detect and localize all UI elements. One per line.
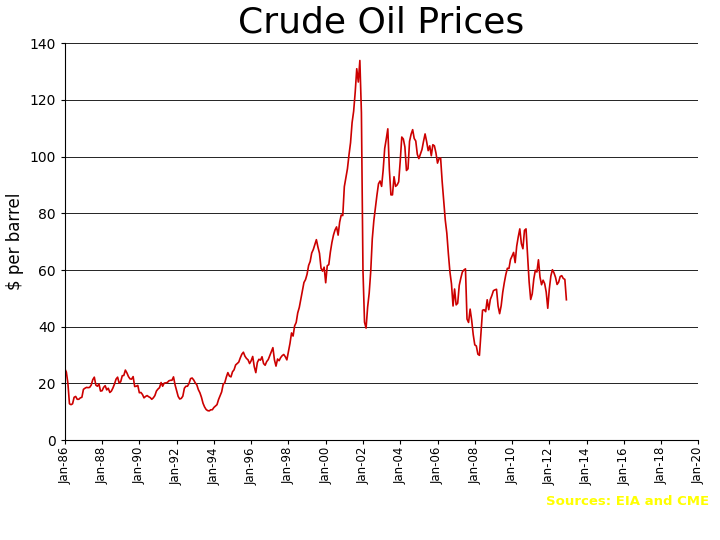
Text: Ag Decision Maker: Ag Decision Maker: [533, 523, 709, 539]
Title: Crude Oil Prices: Crude Oil Prices: [238, 5, 525, 39]
Y-axis label: $ per barrel: $ per barrel: [6, 193, 24, 291]
Text: IOWA STATE UNIVERSITY: IOWA STATE UNIVERSITY: [11, 495, 288, 514]
Text: Extension and Outreach/Department of Economics: Extension and Outreach/Department of Eco…: [11, 523, 310, 536]
Text: Sources: EIA and CME: Sources: EIA and CME: [546, 495, 709, 508]
